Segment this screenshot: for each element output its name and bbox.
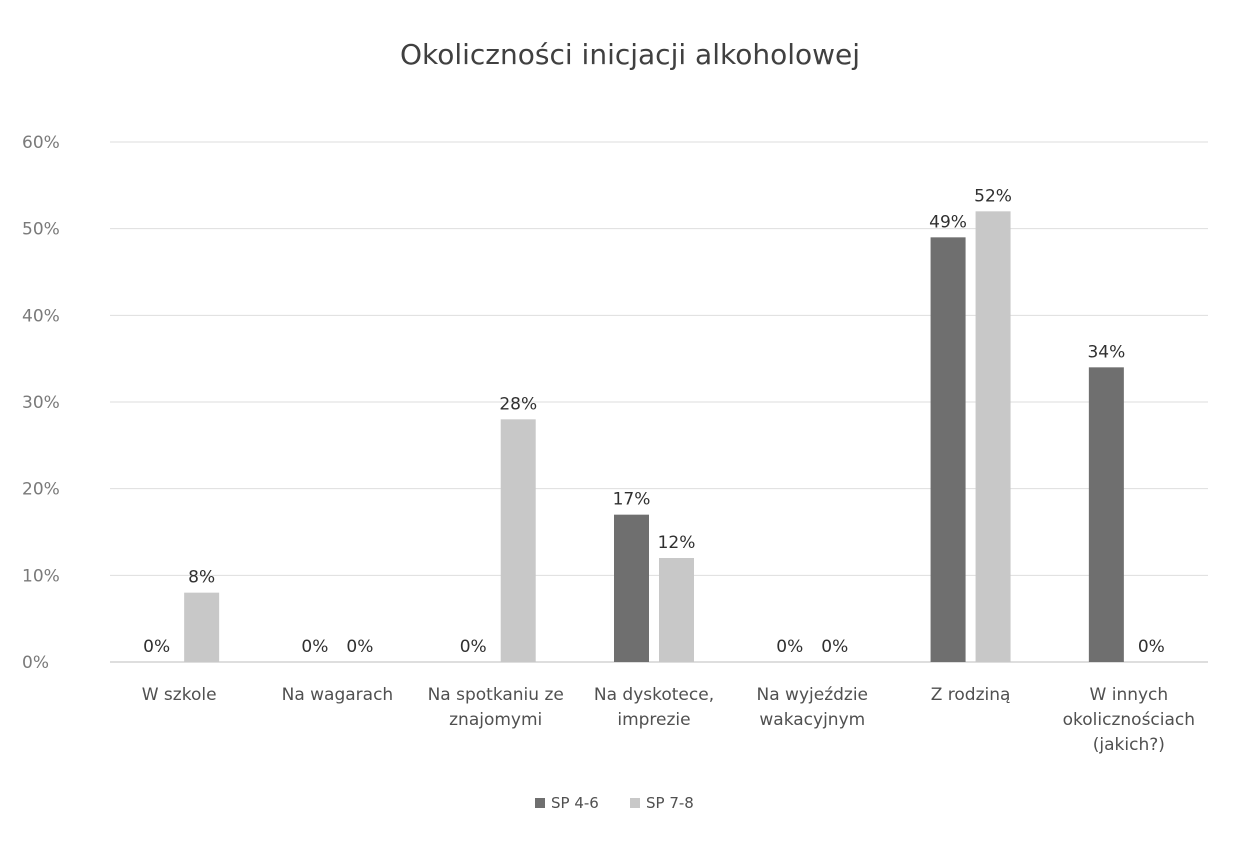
category-label: Na spotkaniu ze (428, 685, 564, 705)
data-label: 34% (1087, 342, 1125, 362)
data-label: 0% (776, 637, 803, 657)
data-label: 28% (499, 394, 537, 414)
category-label: Na wagarach (282, 685, 394, 705)
data-label: 0% (460, 637, 487, 657)
data-label: 12% (658, 533, 696, 553)
bar (975, 211, 1011, 663)
data-label: 0% (1138, 637, 1165, 657)
y-tick-label: 50% (22, 220, 60, 240)
legend-label: SP 4-6 (551, 794, 599, 812)
bar (1088, 367, 1124, 662)
category-label: (jakich?) (1093, 735, 1165, 755)
category-label: Z rodziną (931, 685, 1011, 705)
y-tick-label: 10% (22, 566, 60, 586)
data-label: 17% (613, 490, 651, 510)
y-tick-label: 20% (22, 480, 60, 500)
data-label: 8% (188, 568, 215, 588)
category-label: Na wyjeździe (757, 685, 869, 705)
bar (614, 514, 649, 662)
data-label: 0% (143, 637, 170, 657)
data-label: 0% (346, 637, 373, 657)
category-label: W szkole (142, 685, 217, 705)
bar (659, 558, 694, 662)
y-tick-label: 30% (22, 393, 60, 413)
category-label: okolicznościach (1063, 710, 1195, 730)
data-label: 0% (301, 637, 328, 657)
category-label: imprezie (617, 710, 690, 730)
category-label: Na dyskotece, (594, 685, 714, 705)
y-tick-label: 0% (22, 653, 49, 673)
bar (930, 237, 966, 663)
legend-label: SP 7-8 (646, 794, 694, 812)
chart-title: Okoliczności inicjacji alkoholowej (399, 38, 861, 71)
data-label: 49% (929, 212, 967, 232)
category-label: W innych (1090, 685, 1169, 705)
bar (500, 419, 536, 662)
data-label: 52% (974, 186, 1012, 206)
legend-swatch (535, 798, 545, 808)
data-label: 0% (821, 637, 848, 657)
y-tick-label: 40% (22, 306, 60, 326)
y-tick-label: 60% (22, 133, 60, 153)
bar (184, 592, 220, 662)
category-label: wakacyjnym (759, 710, 865, 730)
legend-swatch (630, 798, 640, 808)
category-label: znajomymi (449, 710, 542, 730)
